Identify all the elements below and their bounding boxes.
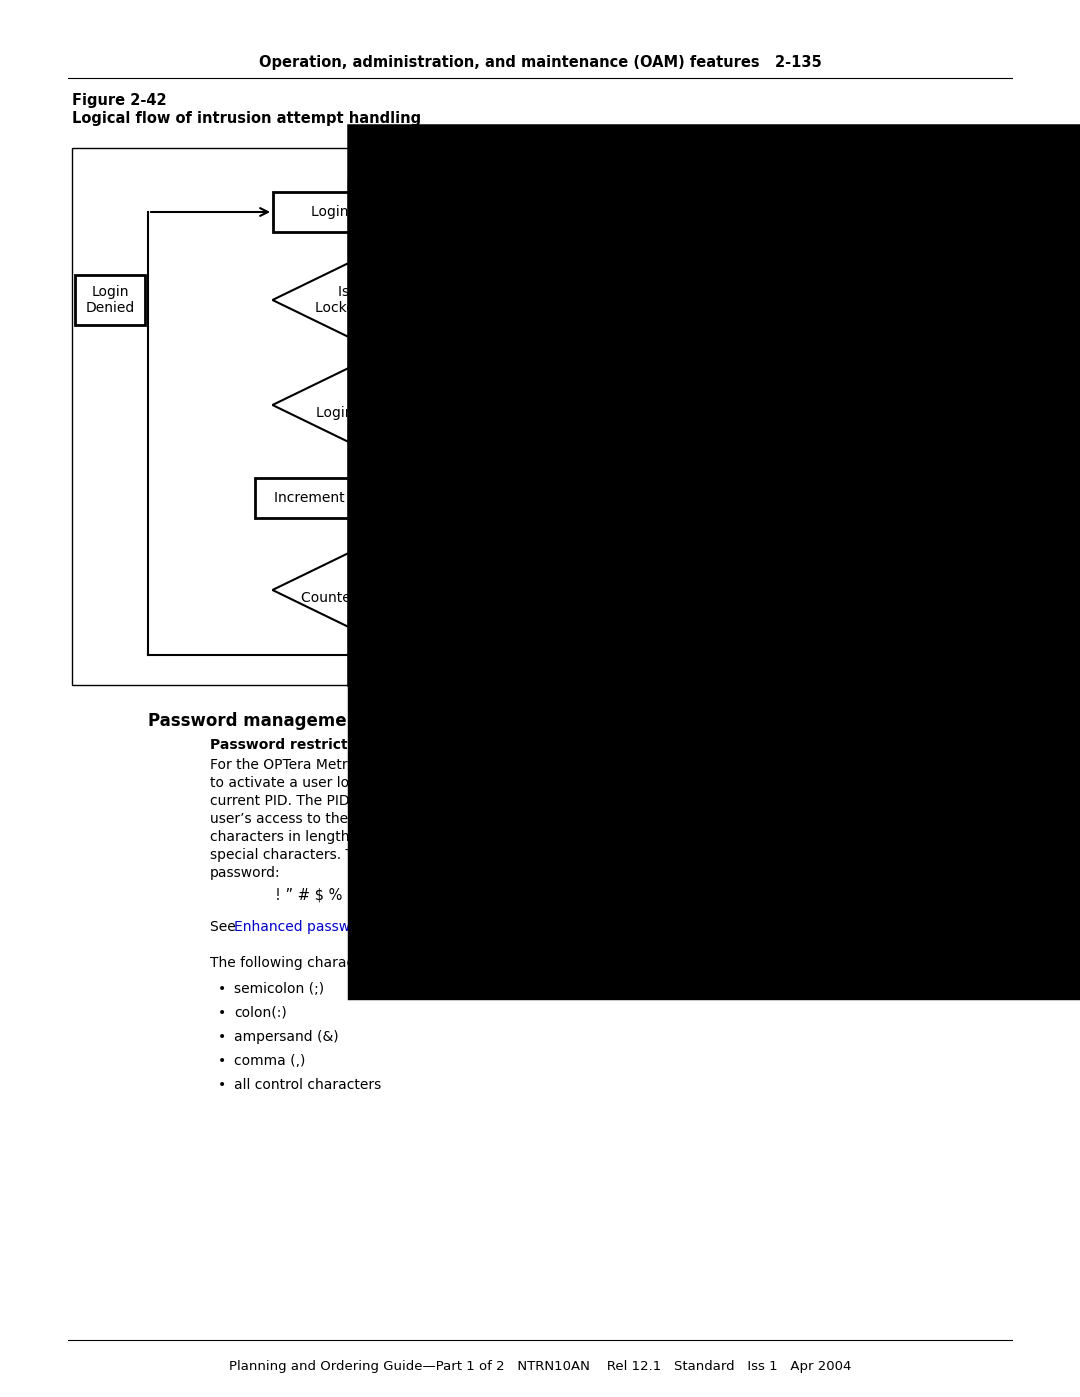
Text: Enhanced password restrictions on page 2-136: Enhanced password restrictions on page 2… bbox=[234, 921, 561, 935]
Text: •: • bbox=[218, 1030, 226, 1044]
Text: ampersand (&): ampersand (&) bbox=[234, 1030, 339, 1044]
Text: Reset Login
Counter: Reset Login Counter bbox=[530, 390, 610, 420]
Text: Password management: Password management bbox=[148, 712, 366, 731]
Bar bbox=[72, 148, 1010, 685]
Text: special characters. The following special characters are supported for the: special characters. The following specia… bbox=[210, 848, 723, 862]
Bar bbox=[272, 191, 447, 232]
Text: Figure 2-42: Figure 2-42 bbox=[72, 92, 166, 108]
Text: user’s access to the account specified by a UID. PIDs are between 8 and 10: user’s access to the account specified b… bbox=[210, 812, 734, 826]
Text: Yes: Yes bbox=[453, 576, 478, 590]
Text: semicolon (;): semicolon (;) bbox=[234, 982, 324, 996]
Text: Logical flow of intrusion attempt handling: Logical flow of intrusion attempt handli… bbox=[72, 110, 421, 126]
Text: Is
Counter at Max ?: Is Counter at Max ? bbox=[300, 576, 419, 605]
Text: for password restrictions.: for password restrictions. bbox=[500, 921, 680, 935]
Polygon shape bbox=[272, 257, 447, 342]
Text: ! ” # $ % ’ () * + - . / < = > @ [ ] ^ _  ‘{|} ~: ! ” # $ % ’ () * + - . / < = > @ [ ] ^ _… bbox=[275, 888, 599, 904]
Polygon shape bbox=[272, 548, 447, 633]
Text: No: No bbox=[370, 346, 391, 360]
Bar bbox=[772, 277, 868, 324]
Text: password:: password: bbox=[210, 866, 281, 880]
Text: Login
Denied: Login Denied bbox=[85, 285, 135, 316]
Text: current PID. The PID is a confidential code to qualify the authorized system: current PID. The PID is a confidential c… bbox=[210, 793, 732, 807]
Text: comma (,): comma (,) bbox=[234, 1053, 306, 1067]
Text: Increment Login Counter: Increment Login Counter bbox=[274, 490, 446, 504]
Text: •: • bbox=[218, 1078, 226, 1092]
Text: •: • bbox=[218, 1053, 226, 1067]
Text: Is Port
Locked Out ?: Is Port Locked Out ? bbox=[315, 285, 405, 316]
Text: •: • bbox=[218, 982, 226, 996]
Text: EX1098p: EX1098p bbox=[958, 138, 1008, 148]
Text: Login Attempt: Login Attempt bbox=[311, 205, 409, 219]
Text: to activate a user login session to the user-ID (UID) specified, or to change th: to activate a user login session to the … bbox=[210, 775, 756, 789]
Text: •: • bbox=[218, 1006, 226, 1020]
Bar bbox=[255, 478, 465, 518]
Text: Yes: Yes bbox=[453, 390, 478, 404]
Text: Is
Login Valid ?: Is Login Valid ? bbox=[316, 390, 404, 420]
Text: all control characters: all control characters bbox=[234, 1078, 381, 1092]
Bar bbox=[512, 381, 627, 429]
Text: Reject
Login: Reject Login bbox=[798, 285, 841, 316]
Bar bbox=[563, 560, 757, 620]
Text: For the OPTera Metro 3500 network element, use a password identifier (PID): For the OPTera Metro 3500 network elemen… bbox=[210, 759, 740, 773]
Text: No: No bbox=[370, 636, 391, 650]
Text: No: No bbox=[370, 451, 391, 465]
Text: Operation, administration, and maintenance (OAM) features   2-135: Operation, administration, and maintenan… bbox=[258, 54, 822, 70]
Text: See: See bbox=[210, 921, 240, 935]
Bar bbox=[75, 275, 145, 326]
Text: Planning and Ordering Guide—Part 1 of 2   NTRN10AN    Rel 12.1   Standard   Iss : Planning and Ordering Guide—Part 1 of 2 … bbox=[229, 1361, 851, 1373]
Text: colon(:): colon(:) bbox=[234, 1006, 287, 1020]
Text: characters in length with a combination of alphanumeric (A-Z, 0-9) and: characters in length with a combination … bbox=[210, 830, 705, 844]
Text: Yes: Yes bbox=[453, 285, 478, 299]
Text: The following characters are not supported for the PID:: The following characters are not support… bbox=[210, 956, 593, 970]
Polygon shape bbox=[272, 362, 447, 447]
Text: Password restrictions: Password restrictions bbox=[210, 738, 380, 752]
Text: - Add to Lockout List
- Raise Alarm
- Start Lockout Timer: - Add to Lockout List - Raise Alarm - St… bbox=[590, 569, 730, 612]
